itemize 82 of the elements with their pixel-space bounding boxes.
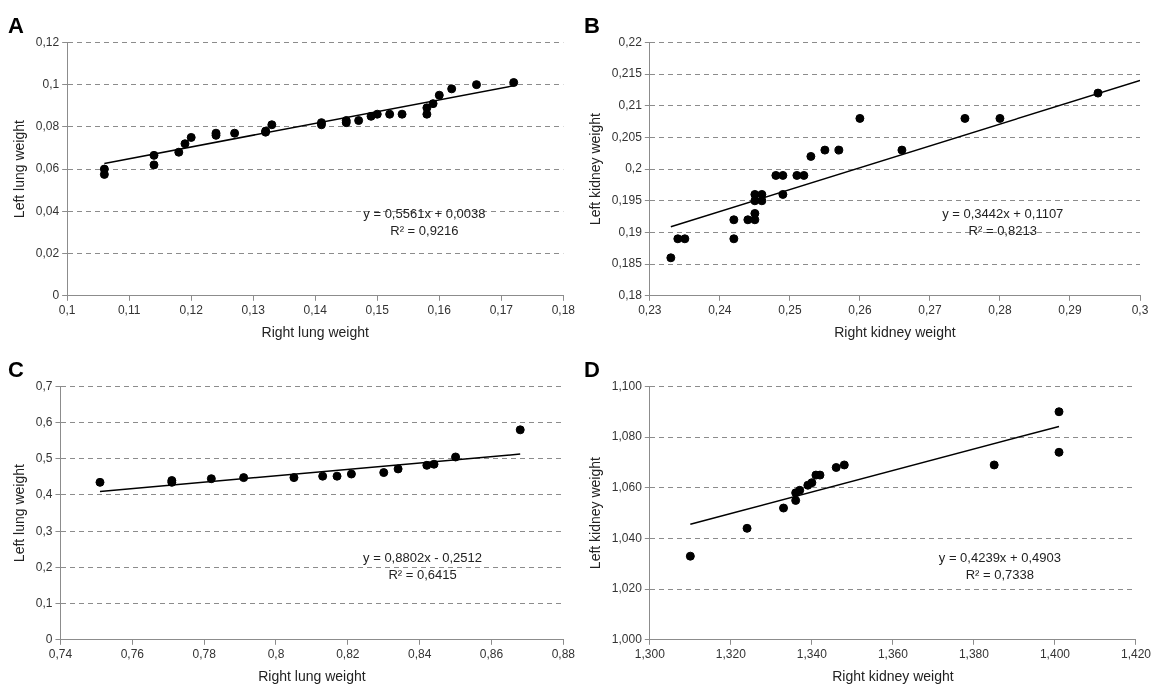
- x-tick-label: 0,14: [303, 303, 328, 318]
- annotation: y = 0,4239x + 0,4903: [938, 550, 1061, 566]
- x-tick-label: 0,15: [365, 303, 390, 318]
- y-tick-label: 0,1: [35, 595, 53, 610]
- x-tick-label: 0,29: [1058, 303, 1082, 318]
- x-tick-label: 1,420: [1120, 647, 1152, 662]
- annotation: y = 0,5561x + 0,0038: [363, 206, 486, 222]
- y-tick-label: 0,02: [35, 245, 60, 260]
- y-tick-label: 0,7: [35, 378, 53, 393]
- x-tick-label: 0,24: [708, 303, 732, 318]
- x-tick-label: 0,17: [489, 303, 514, 318]
- y-tick-label: 0: [52, 288, 60, 303]
- x-tick-label: 0,27: [918, 303, 942, 318]
- annotation: y = 0,3442x + 0,1107: [942, 206, 1064, 222]
- x-tick-label: 0,16: [427, 303, 452, 318]
- x-tick-label: 0,13: [241, 303, 266, 318]
- annotation: R² = 0,9216: [390, 223, 459, 239]
- y-tick-label: 1,100: [611, 378, 643, 393]
- y-tick-label: 0,18: [618, 288, 643, 303]
- y-tick-label: 1,000: [611, 632, 643, 647]
- y-tick-label: 0,215: [611, 66, 643, 81]
- x-tick-label: 1,360: [877, 647, 909, 662]
- x-tick-label: 1,400: [1039, 647, 1071, 662]
- y-tick-label: 0,21: [618, 98, 643, 113]
- chart-title: A: [8, 13, 24, 39]
- x-tick-label: 1,340: [796, 647, 828, 662]
- x-tick-label: 1,320: [715, 647, 747, 662]
- y-tick-label: 0,3: [35, 523, 53, 538]
- x-tick-label: 1,300: [634, 647, 666, 662]
- y-tick-label: 0,2: [35, 559, 53, 574]
- y-tick-label: 0,5: [35, 451, 53, 466]
- chart-title: B: [584, 13, 600, 39]
- y-tick-label: 1,080: [611, 429, 643, 444]
- x-tick-label: 0,18: [551, 303, 576, 318]
- x-tick-label: 0,84: [407, 647, 432, 662]
- y-tick-label: 0,22: [618, 34, 643, 49]
- y-axis-title: Left lung weight: [11, 463, 28, 563]
- x-tick-label: 0,78: [192, 647, 217, 662]
- y-tick-label: 0,185: [611, 256, 643, 271]
- x-axis-title: Right kidney weight: [832, 668, 954, 685]
- y-tick-label: 0,1: [42, 76, 60, 91]
- y-axis-title: Left kidney weight: [587, 456, 604, 570]
- x-axis-title: Right lung weight: [258, 668, 366, 685]
- y-tick-label: 0,195: [611, 193, 643, 208]
- annotation: R² = 0,7338: [965, 567, 1035, 583]
- y-tick-label: 0,205: [611, 129, 643, 144]
- x-tick-label: 0,28: [988, 303, 1012, 318]
- y-tick-label: 0,12: [35, 34, 60, 49]
- x-axis-title: Right lung weight: [261, 324, 370, 341]
- x-tick-label: 1,380: [958, 647, 990, 662]
- x-tick-label: 0,8: [267, 647, 285, 662]
- chart-title: C: [8, 357, 24, 383]
- y-axis-title: Left lung weight: [11, 119, 28, 219]
- y-axis-title: Left kidney weight: [587, 112, 604, 226]
- x-tick-label: 0,74: [48, 647, 73, 662]
- x-axis-title: Right kidney weight: [834, 324, 956, 341]
- y-tick-label: 0,6: [35, 414, 53, 429]
- y-tick-label: 0,19: [618, 224, 643, 239]
- x-tick-label: 0,3: [1131, 303, 1149, 318]
- chart-title: D: [584, 357, 600, 383]
- x-tick-label: 0,23: [638, 303, 662, 318]
- y-tick-label: 1,020: [611, 581, 643, 596]
- x-tick-label: 0,86: [479, 647, 504, 662]
- y-tick-label: 0: [45, 632, 53, 647]
- annotation: R² = 0,6415: [388, 567, 457, 583]
- annotation: y = 0,8802x - 0,2512: [363, 550, 482, 566]
- x-tick-label: 0,82: [336, 647, 360, 662]
- annotation: R² = 0,8213: [968, 223, 1037, 239]
- y-tick-label: 0,08: [35, 119, 60, 134]
- x-tick-label: 0,1: [58, 303, 76, 318]
- x-tick-label: 0,25: [778, 303, 802, 318]
- x-tick-label: 0,76: [120, 647, 145, 662]
- y-tick-label: 1,040: [611, 530, 643, 545]
- x-tick-label: 0,26: [848, 303, 872, 318]
- x-tick-label: 0,88: [551, 647, 576, 662]
- x-tick-label: 0,11: [117, 303, 141, 318]
- y-tick-label: 0,06: [35, 161, 60, 176]
- x-tick-label: 0,12: [179, 303, 204, 318]
- y-tick-label: 0,04: [35, 203, 60, 218]
- y-tick-label: 1,060: [611, 480, 643, 495]
- y-tick-label: 0,2: [625, 161, 643, 176]
- y-tick-label: 0,4: [35, 487, 53, 502]
